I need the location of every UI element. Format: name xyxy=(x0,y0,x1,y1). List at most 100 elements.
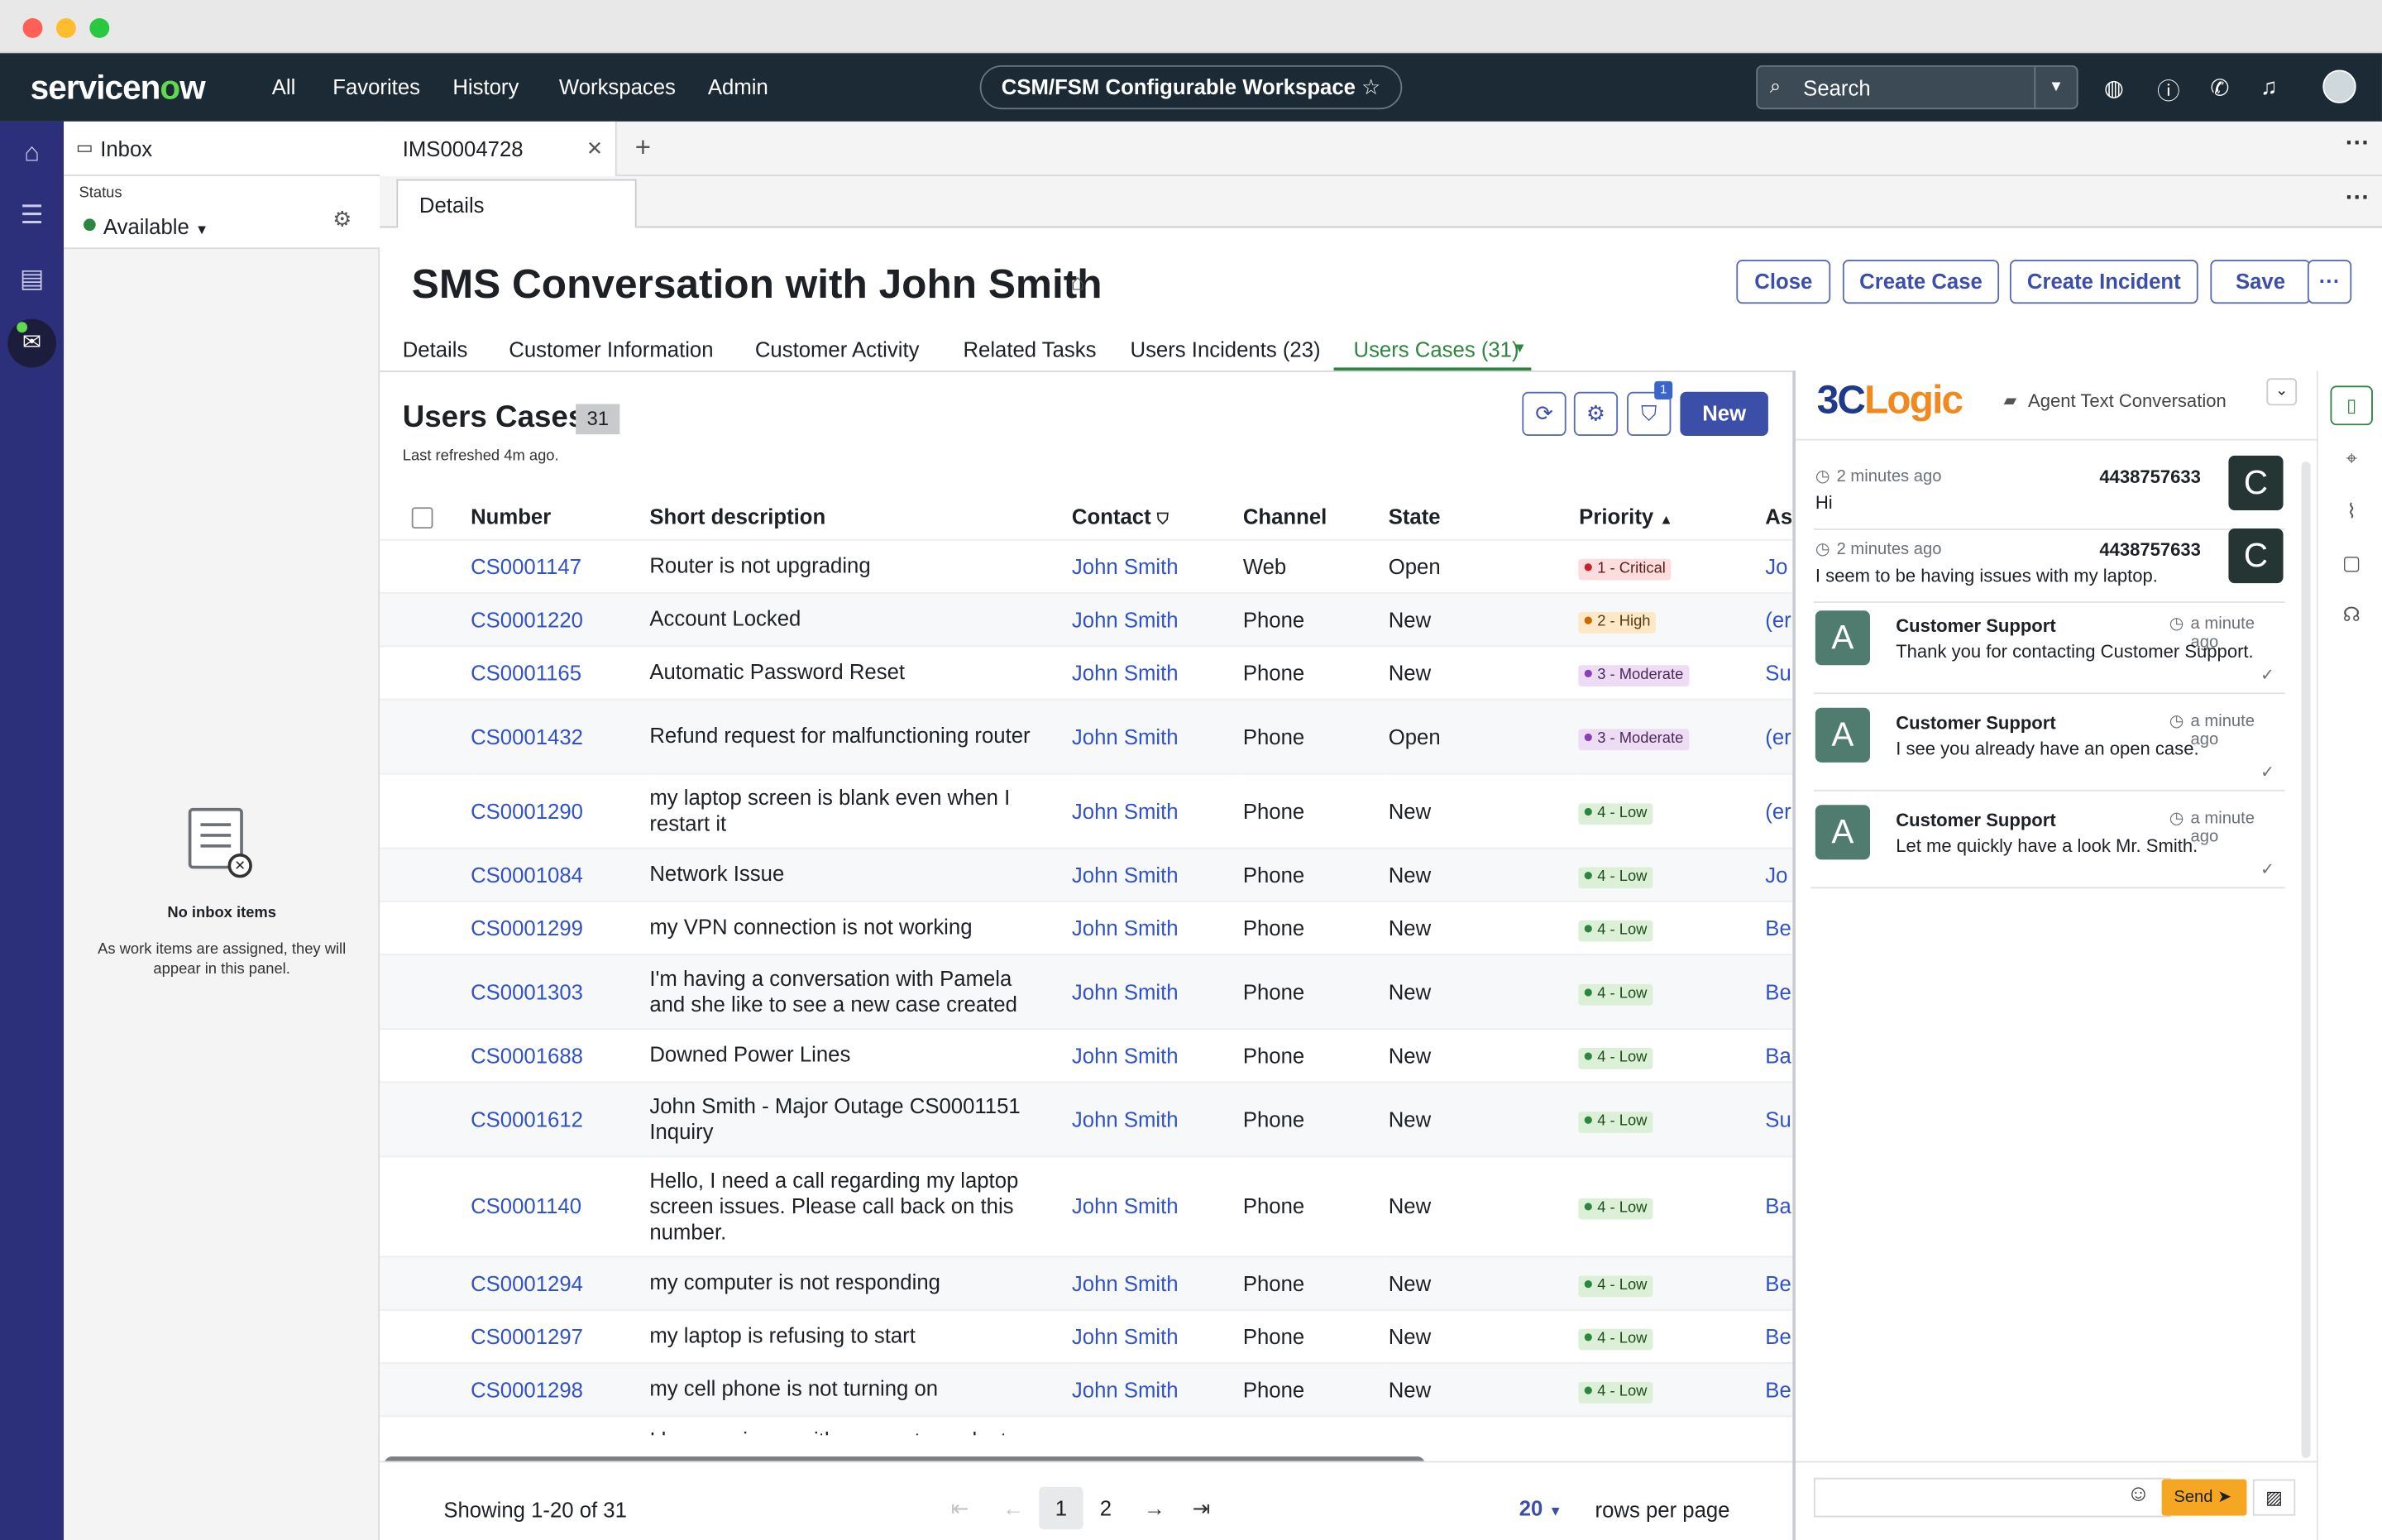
next-page-icon[interactable]: → xyxy=(1144,1495,1165,1521)
minimize-window-icon[interactable] xyxy=(55,18,76,38)
contact-link[interactable]: John Smith xyxy=(1071,1042,1179,1068)
more-actions-button[interactable]: ··· xyxy=(2307,260,2352,304)
new-case-button[interactable]: New xyxy=(1680,391,1768,437)
table-row[interactable]: CS0001297 my laptop is refusing to start J… xyxy=(380,1308,1793,1363)
table-row[interactable]: CS0001140 Hello, I need a call regarding … xyxy=(380,1155,1793,1256)
contact-link[interactable]: John Smith xyxy=(1071,659,1179,685)
col-contact[interactable]: Contact ⛉ xyxy=(1072,494,1243,539)
table-row[interactable]: CS0001147 Router is not upgrading John Smi… xyxy=(380,538,1793,593)
table-row[interactable]: CS0001294 my computer is not responding Jo… xyxy=(380,1255,1793,1309)
table-row[interactable]: CS0001165 Automatic Password Reset John Sm… xyxy=(380,644,1793,699)
col-channel[interactable]: Channel xyxy=(1242,504,1327,528)
case-number-link[interactable]: CS0001140 xyxy=(471,1193,582,1218)
assigned-to[interactable]: (er xyxy=(1765,591,1793,646)
send-button[interactable]: Send ➤ xyxy=(2161,1479,2247,1516)
case-number-link[interactable]: CS0001294 xyxy=(471,1270,583,1295)
home-icon[interactable]: ⌂ xyxy=(24,138,41,167)
case-number-link[interactable]: CS0001165 xyxy=(471,659,582,685)
headset-icon[interactable]: ☊ xyxy=(2342,603,2360,626)
tab-more-icon[interactable]: ··· xyxy=(2345,130,2370,157)
assigned-to[interactable]: Be xyxy=(1765,953,1793,1029)
servicenow-logo[interactable]: servicenow xyxy=(30,68,206,107)
add-tab-icon[interactable]: + xyxy=(634,132,652,163)
case-number-link[interactable]: CS0001147 xyxy=(471,553,582,578)
assigned-to[interactable]: Ba xyxy=(1765,1155,1793,1256)
assigned-to[interactable]: Su xyxy=(1765,1080,1793,1156)
status-dropdown[interactable]: Available ▼ xyxy=(103,213,209,239)
global-search[interactable]: ⌕ Search ▼ xyxy=(1756,65,2078,110)
table-row[interactable]: CS0001303 I'm having a conversation with … xyxy=(380,953,1793,1029)
nav-history[interactable]: History xyxy=(452,74,519,99)
inbox-icon[interactable]: ✉ xyxy=(7,318,56,368)
contact-link[interactable]: John Smith xyxy=(1071,1270,1179,1295)
list-icon[interactable]: ☰ xyxy=(20,200,44,230)
tab-details[interactable]: Details xyxy=(402,337,468,362)
image-attach-icon[interactable]: ▨ xyxy=(2252,1479,2296,1516)
prev-page-icon[interactable]: ← xyxy=(1002,1495,1024,1521)
assigned-to[interactable]: (er xyxy=(1765,697,1793,773)
nav-admin[interactable]: Admin xyxy=(707,74,768,99)
contact-link[interactable]: John Smith xyxy=(1071,915,1179,940)
page-2-button[interactable]: 2 xyxy=(1099,1495,1112,1521)
tab-customer-activity[interactable]: Customer Activity xyxy=(754,337,920,362)
table-row[interactable]: CS0001298 my cell phone is not turning on… xyxy=(380,1361,1793,1416)
contact-link[interactable]: John Smith xyxy=(1071,553,1179,578)
col-short-description[interactable]: Short description xyxy=(649,504,826,528)
case-number-link[interactable]: CS0001290 xyxy=(471,797,583,823)
maximize-window-icon[interactable] xyxy=(89,18,110,38)
tab-users-cases[interactable]: Users Cases (31) ▼ xyxy=(1333,328,1532,371)
subtab-details[interactable]: Details xyxy=(396,179,637,230)
contact-link[interactable]: John Smith xyxy=(1071,606,1179,631)
per-page-dropdown[interactable]: 20 ▼ xyxy=(1519,1495,1562,1521)
star-icon[interactable]: ☆ xyxy=(1361,74,1381,99)
nav-all[interactable]: All xyxy=(271,74,296,99)
knowledge-icon[interactable]: ⌖ xyxy=(2346,446,2357,470)
table-row[interactable]: CS0001290 my laptop screen is blank even … xyxy=(380,772,1793,848)
contact-link[interactable]: John Smith xyxy=(1071,723,1179,748)
document-icon[interactable]: ▢ xyxy=(2341,551,2361,575)
last-page-icon[interactable]: ⇥ xyxy=(1192,1495,1211,1521)
case-number-link[interactable]: CS0001688 xyxy=(471,1042,583,1068)
tag-icon[interactable]: ⌂ xyxy=(1070,270,1085,297)
case-number-link[interactable]: CS0001297 xyxy=(471,1323,583,1348)
search-scope-dropdown[interactable]: ▼ xyxy=(2034,66,2076,108)
page-1-button[interactable]: 1 xyxy=(1039,1486,1083,1530)
notifications-bell-icon[interactable]: ♫ xyxy=(2260,74,2278,101)
case-number-link[interactable]: CS0001432 xyxy=(471,723,583,748)
close-button[interactable]: Close xyxy=(1736,260,1831,304)
contact-link[interactable]: John Smith xyxy=(1071,978,1179,1003)
emoji-icon[interactable]: ☺ xyxy=(2126,1480,2150,1507)
user-avatar[interactable] xyxy=(2322,69,2356,103)
assigned-to[interactable]: Jo xyxy=(1765,538,1793,593)
gear-icon[interactable]: ⚙ xyxy=(332,206,352,232)
table-row[interactable]: CS0001084 Network Issue John Smith Phone New… xyxy=(380,846,1793,901)
tab-customer-information[interactable]: Customer Information xyxy=(509,337,714,362)
table-row[interactable]: CS0001688 Downed Power Lines John Smith Pho… xyxy=(380,1027,1793,1082)
assigned-to[interactable]: Be xyxy=(1765,900,1793,954)
col-number[interactable]: Number xyxy=(471,504,552,528)
select-all-checkbox[interactable] xyxy=(411,507,433,528)
nav-workspaces[interactable]: Workspaces xyxy=(558,74,676,99)
case-number-link[interactable]: CS0001084 xyxy=(471,862,583,887)
contact-link[interactable]: John Smith xyxy=(1071,1376,1179,1401)
contact-link[interactable]: John Smith xyxy=(1071,1193,1179,1218)
case-number-link[interactable]: CS0001298 xyxy=(471,1376,583,1401)
case-number-link[interactable]: CS0001303 xyxy=(471,978,583,1003)
col-priority[interactable]: Priority ▲ xyxy=(1579,494,1765,539)
tab-record[interactable]: IMS0004728 ✕ xyxy=(380,121,617,177)
tab-users-incidents[interactable]: Users Incidents (23) xyxy=(1130,337,1321,362)
col-state[interactable]: State xyxy=(1388,504,1441,528)
case-number-link[interactable]: CS0001299 xyxy=(471,915,583,940)
create-case-button[interactable]: Create Case xyxy=(1842,260,2000,304)
tab-related-tasks[interactable]: Related Tasks xyxy=(963,337,1097,362)
assigned-to[interactable]: Jo xyxy=(1765,846,1793,901)
create-incident-button[interactable]: Create Incident xyxy=(2009,260,2198,304)
mobile-icon[interactable]: ▯ xyxy=(2330,385,2373,426)
subtab-more-icon[interactable]: ··· xyxy=(2345,185,2370,212)
table-row[interactable]: CS0001220 Account Locked John Smith Phone Ne… xyxy=(380,591,1793,646)
contact-link[interactable]: John Smith xyxy=(1071,1323,1179,1348)
refresh-button[interactable]: ⟳ xyxy=(1522,391,1566,437)
assigned-to[interactable]: Be xyxy=(1765,1255,1793,1309)
assigned-to[interactable]: Be xyxy=(1765,1361,1793,1416)
phone-icon[interactable]: ✆ xyxy=(2210,75,2230,103)
